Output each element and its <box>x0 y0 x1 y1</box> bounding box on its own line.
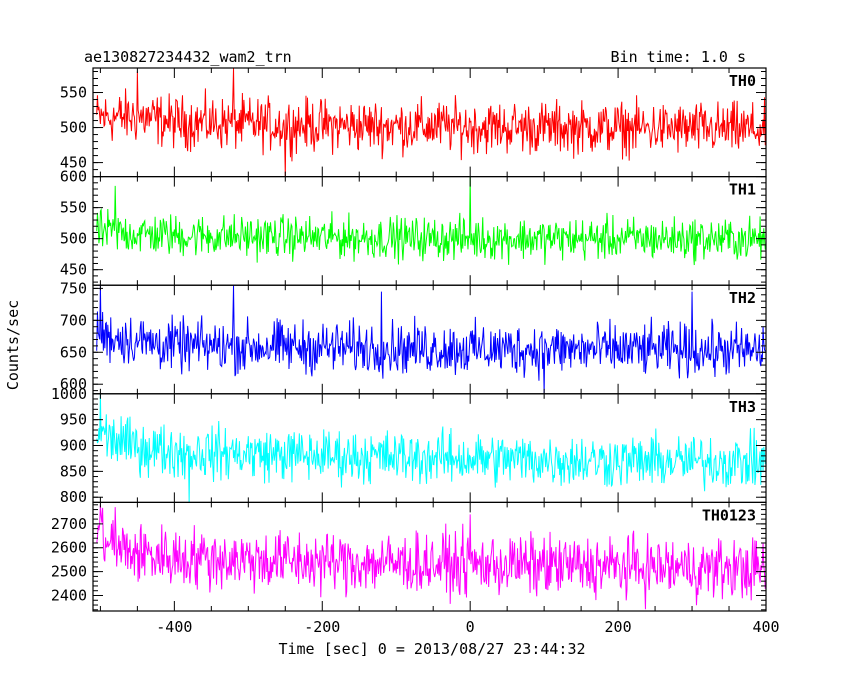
x-tick-label: 400 <box>752 618 779 636</box>
series-label: TH0 <box>729 72 756 90</box>
y-tick-label: 2500 <box>51 563 87 581</box>
x-tick-label: -200 <box>304 618 340 636</box>
panel-frame <box>92 501 767 612</box>
y-tick-label: 1000 <box>51 385 87 403</box>
y-tick-label: 550 <box>60 84 87 102</box>
y-axis-label: Counts/sec <box>4 300 22 390</box>
series-label: TH3 <box>729 398 756 416</box>
bin-time-label: Bin time: 1.0 s <box>611 48 746 66</box>
y-tick-label: 900 <box>60 437 87 455</box>
panel-th2: 600 650 700 750 TH2 <box>60 279 767 395</box>
panel-th3: 800 850 900 950 1000 TH3 <box>51 385 767 506</box>
series-label: TH1 <box>729 181 756 199</box>
y-tick-label: 2700 <box>51 515 87 533</box>
series-line-th0123 <box>96 504 766 610</box>
panels: 450 500 550 TH0 450 500 550 600 TH1 600 650 700 750 T… <box>51 67 767 612</box>
y-tick-label: 700 <box>60 311 87 329</box>
y-tick-label: 750 <box>60 279 87 297</box>
y-tick-label: 500 <box>60 119 87 137</box>
series-line-th1 <box>96 176 766 266</box>
panel-th0123: 2400 2500 2600 2700 TH0123 <box>51 501 767 612</box>
x-tick-label: -400 <box>156 618 192 636</box>
series-label: TH2 <box>729 289 756 307</box>
y-tick-label: 550 <box>60 199 87 217</box>
x-axis: -400 -200 0 200 400 <box>156 618 779 636</box>
chart-title: ae130827234432_wam2_trn <box>84 48 292 66</box>
y-tick-label: 2600 <box>51 539 87 557</box>
y-tick-label: 600 <box>60 375 87 393</box>
y-tick-label: 800 <box>60 488 87 506</box>
series-line-th2 <box>96 285 766 394</box>
y-tick-label: 850 <box>60 462 87 480</box>
series-line-th3 <box>96 393 766 503</box>
series-label: TH0123 <box>702 506 756 524</box>
y-tick-label: 600 <box>60 168 87 186</box>
x-axis-label: Time [sec] 0 = 2013/08/27 23:44:32 <box>278 640 585 658</box>
y-tick-label: 650 <box>60 343 87 361</box>
y-tick-label: 450 <box>60 261 87 279</box>
x-tick-label: 200 <box>605 618 632 636</box>
panel-th1: 450 500 550 600 TH1 <box>60 168 767 286</box>
y-tick-label: 2400 <box>51 586 87 604</box>
y-tick-label: 950 <box>60 411 87 429</box>
series-line-th0 <box>96 68 766 177</box>
y-tick-label: 450 <box>60 154 87 172</box>
panel-th0: 450 500 550 TH0 <box>60 67 767 178</box>
y-tick-label: 500 <box>60 230 87 248</box>
panel-frame <box>92 393 767 503</box>
x-tick-label: 0 <box>466 618 475 636</box>
